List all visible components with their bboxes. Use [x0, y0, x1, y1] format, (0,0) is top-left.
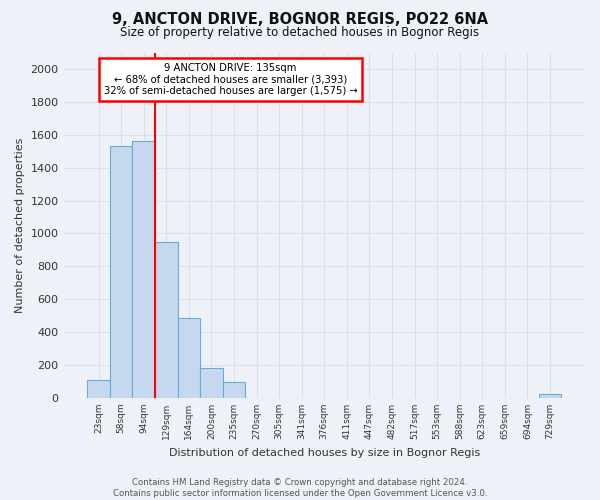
- Bar: [200, 368, 223, 398]
- Bar: [223, 382, 245, 398]
- Text: Contains HM Land Registry data © Crown copyright and database right 2024.
Contai: Contains HM Land Registry data © Crown c…: [113, 478, 487, 498]
- Bar: [87, 380, 110, 398]
- Bar: [133, 140, 155, 398]
- Text: 9, ANCTON DRIVE, BOGNOR REGIS, PO22 6NA: 9, ANCTON DRIVE, BOGNOR REGIS, PO22 6NA: [112, 12, 488, 28]
- Text: 9 ANCTON DRIVE: 135sqm
← 68% of detached houses are smaller (3,393)
32% of semi-: 9 ANCTON DRIVE: 135sqm ← 68% of detached…: [104, 63, 357, 96]
- Text: Size of property relative to detached houses in Bognor Regis: Size of property relative to detached ho…: [121, 26, 479, 39]
- Bar: [110, 146, 133, 398]
- Y-axis label: Number of detached properties: Number of detached properties: [15, 138, 25, 313]
- Bar: [155, 242, 178, 398]
- Bar: [178, 318, 200, 398]
- Bar: [539, 394, 561, 398]
- X-axis label: Distribution of detached houses by size in Bognor Regis: Distribution of detached houses by size …: [169, 448, 480, 458]
